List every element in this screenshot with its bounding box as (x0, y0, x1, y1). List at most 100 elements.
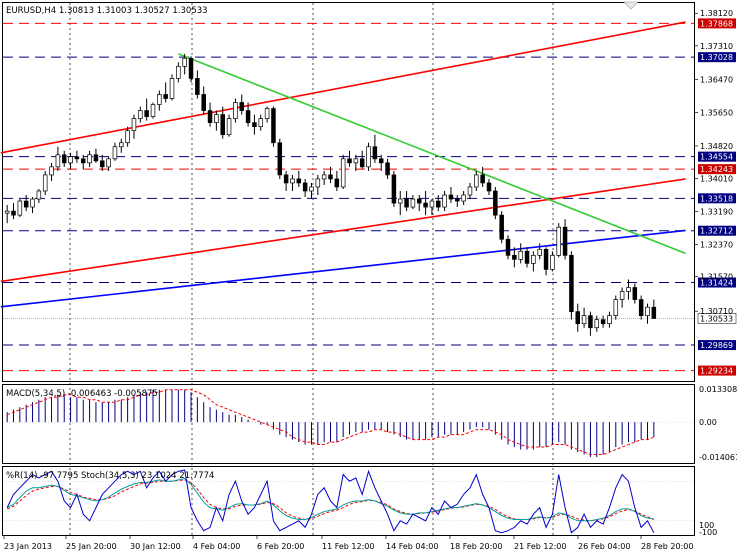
candle-body (138, 110, 143, 119)
candle-body (486, 182, 492, 192)
candle-body (638, 299, 644, 317)
candle-body (404, 198, 409, 208)
level-tag-text-1.29869: 1.29869 (700, 341, 733, 350)
candle-body (125, 130, 130, 144)
candle-body (106, 158, 111, 168)
level-tag-text-1.33518: 1.33518 (700, 194, 733, 203)
time-label-4: 6 Feb 20:00 (257, 542, 304, 551)
candle-body (340, 158, 346, 188)
candle-body (283, 174, 289, 184)
candle-body (87, 154, 92, 164)
price-label-8: 1.31570 (700, 273, 733, 282)
candle-body (220, 114, 225, 136)
candle-body (600, 319, 606, 325)
time-label-2: 30 Jan 12:00 (130, 542, 181, 551)
level-tag-1.32712 (698, 225, 736, 236)
time-label-10: 28 Feb 20:00 (641, 542, 693, 551)
macd-panel[interactable] (2, 384, 695, 464)
candle-body (169, 78, 175, 99)
candle-body (537, 248, 542, 256)
level-tag-text-1.34554: 1.34554 (700, 153, 733, 162)
candle-body (42, 174, 48, 192)
macd-axis-label-2: -0.014061 (699, 453, 737, 462)
close-icon[interactable] (623, 1, 639, 10)
candle-body (201, 94, 206, 111)
candle-body (302, 182, 308, 192)
candle-body (264, 108, 270, 119)
time-axis: 23 Jan 2013 25 Jan 20:00 30 Jan 12:00 4 Feb… (3, 535, 693, 551)
candle-body (17, 200, 23, 216)
horizontal-levels (3, 22, 694, 372)
candle-body (448, 194, 454, 200)
candle-body (385, 162, 390, 176)
macd-title: MACD(5,34,5) -0.006463 -0.005875 (6, 389, 158, 399)
williams-r-line (6, 469, 655, 534)
level-tag-1.34554 (698, 151, 736, 162)
candle-body (474, 174, 479, 188)
stoch-k-line (6, 478, 654, 522)
candle-body (461, 194, 466, 202)
candle-body (296, 178, 302, 184)
candle-body (429, 200, 435, 208)
candle-body (131, 118, 137, 132)
candle-body (613, 299, 619, 317)
candle-body (233, 102, 238, 119)
level-tag-text-1.37868: 1.37868 (700, 19, 733, 28)
macd-axis-label-0: 0.013308 (699, 385, 737, 394)
candle-body (518, 250, 523, 260)
time-label-1: 25 Jan 20:00 (66, 542, 117, 551)
candle-body (410, 198, 416, 208)
time-label-8: 21 Feb 12:00 (514, 542, 566, 551)
candle-body (442, 194, 447, 208)
candle-body (334, 178, 340, 188)
candle-body (575, 311, 581, 325)
level-tag-text-1.37028: 1.37028 (700, 53, 733, 62)
price-label-4: 1.34820 (700, 142, 733, 151)
candle-body (543, 248, 549, 270)
candle-body (55, 154, 61, 168)
level-tag-1.31424 (698, 277, 736, 288)
blue-trend-line (0, 229, 686, 308)
candle-body (607, 315, 612, 325)
level-tag-1.34243 (698, 164, 736, 175)
candle-body (176, 65, 181, 79)
candle-body (277, 142, 283, 176)
trend-lines (0, 21, 686, 308)
candle-body (93, 154, 99, 162)
candle-body (524, 250, 530, 264)
candle-body (163, 94, 168, 99)
oscillator-title: %R(14) -97.7795 Stoch(34,5,3) 23.1024 21… (6, 471, 214, 481)
candle-body (239, 102, 244, 111)
candle-body (4, 210, 10, 214)
candle-body (321, 174, 327, 180)
candle-body (594, 319, 600, 329)
time-label-9: 26 Feb 04:00 (578, 542, 630, 551)
time-label-6: 14 Feb 04:00 (386, 542, 438, 551)
candle-body (252, 122, 257, 128)
candle-body (499, 214, 504, 240)
symbol-header: EURUSD,H4 1.30813 1.31003 1.30527 1.3053… (6, 6, 208, 16)
candle-body (315, 178, 321, 188)
candle-body (182, 57, 187, 67)
candle-body (271, 108, 276, 144)
candle-body (391, 174, 397, 204)
price-label-5: 1.34010 (700, 175, 733, 184)
price-label-7: 1.32370 (700, 240, 733, 249)
candle-body (569, 254, 574, 312)
stoch-d-line (6, 479, 655, 522)
level-tag-text-1.31424: 1.31424 (700, 279, 733, 288)
time-label-5: 11 Feb 12:00 (322, 542, 374, 551)
price-label-1: 1.37310 (700, 42, 733, 51)
candle-body (455, 198, 460, 202)
time-label-7: 18 Feb 20:00 (450, 542, 502, 551)
candle-body (226, 118, 232, 136)
level-tag-1.29234 (698, 365, 736, 376)
candle-body (100, 160, 105, 168)
oscillator-indicator: 100-100 (3, 469, 717, 537)
candle-body (207, 110, 213, 123)
candle-body (372, 146, 378, 160)
candle-body (157, 94, 162, 105)
candle-body (214, 114, 219, 123)
candle-body (493, 190, 498, 216)
